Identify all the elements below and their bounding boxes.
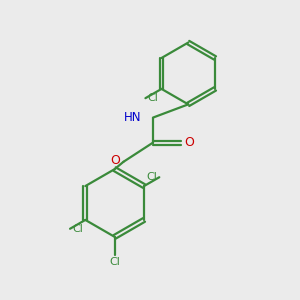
- Text: O: O: [184, 136, 194, 149]
- Text: HN: HN: [124, 111, 142, 124]
- Text: O: O: [111, 154, 121, 167]
- Text: Cl: Cl: [72, 224, 83, 234]
- Text: Cl: Cl: [148, 93, 159, 103]
- Text: Cl: Cl: [109, 257, 120, 268]
- Text: Cl: Cl: [146, 172, 157, 182]
